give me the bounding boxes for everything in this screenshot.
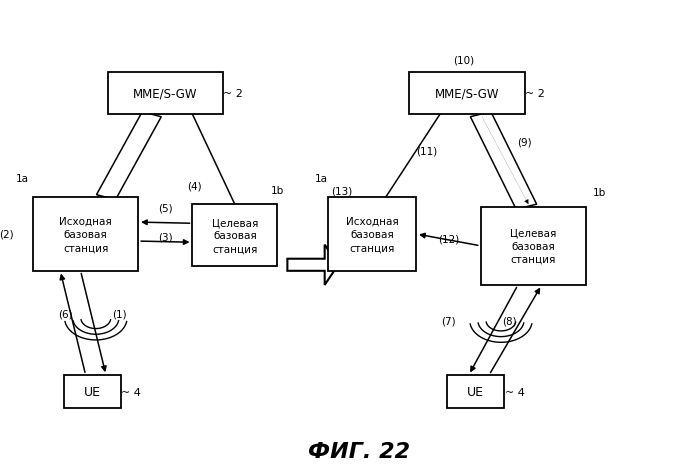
- Text: (3): (3): [158, 232, 173, 242]
- Bar: [33, 198, 138, 271]
- Bar: [108, 72, 223, 115]
- Text: (5): (5): [158, 203, 173, 213]
- Polygon shape: [96, 112, 161, 200]
- Bar: [328, 198, 416, 271]
- Text: ~ 4: ~ 4: [122, 387, 141, 397]
- Text: MME/S-GW: MME/S-GW: [133, 87, 198, 100]
- Text: 1b: 1b: [271, 186, 284, 196]
- Text: Исходная
базовая
станция: Исходная базовая станция: [346, 216, 398, 253]
- Text: (9): (9): [517, 137, 532, 147]
- Text: ~ 4: ~ 4: [505, 387, 524, 397]
- Text: UE: UE: [467, 385, 484, 398]
- Text: (13): (13): [331, 186, 352, 196]
- Polygon shape: [470, 112, 537, 210]
- Bar: [192, 205, 278, 267]
- Bar: [410, 72, 525, 115]
- Text: Целевая
базовая
станция: Целевая базовая станция: [510, 228, 556, 265]
- Text: ФИГ. 22: ФИГ. 22: [308, 441, 410, 461]
- Text: 1a: 1a: [16, 174, 29, 184]
- Text: Исходная
базовая
станция: Исходная базовая станция: [59, 216, 112, 253]
- Text: ~ 2: ~ 2: [525, 89, 545, 99]
- Text: (11): (11): [416, 147, 437, 157]
- Text: (12): (12): [438, 234, 459, 244]
- Text: 1b: 1b: [593, 188, 606, 198]
- Text: (10): (10): [453, 56, 474, 66]
- Text: (7): (7): [441, 316, 456, 326]
- Text: Целевая
базовая
станция: Целевая базовая станция: [212, 218, 258, 254]
- Text: (8): (8): [502, 316, 517, 326]
- Polygon shape: [287, 245, 338, 285]
- Text: ~ 2: ~ 2: [223, 89, 243, 99]
- Text: (6): (6): [58, 309, 73, 319]
- Bar: [64, 375, 121, 408]
- Text: (2): (2): [0, 229, 13, 239]
- Text: UE: UE: [84, 385, 101, 398]
- Text: (4): (4): [187, 181, 201, 191]
- Text: (1): (1): [113, 309, 127, 319]
- Bar: [447, 375, 505, 408]
- Text: 1a: 1a: [315, 174, 328, 184]
- Bar: [481, 207, 586, 285]
- Text: MME/S-GW: MME/S-GW: [435, 87, 499, 100]
